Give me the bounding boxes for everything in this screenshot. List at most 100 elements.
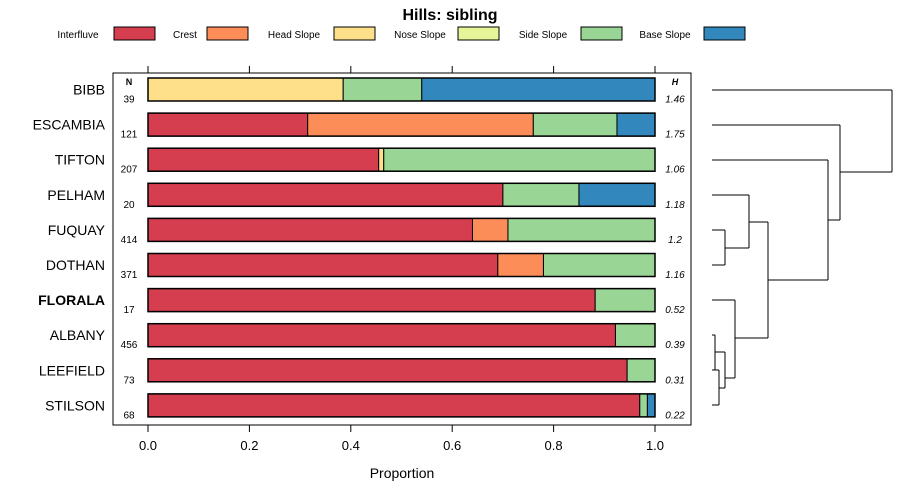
bar-outline bbox=[147, 322, 656, 348]
h-value: 1.06 bbox=[665, 165, 685, 176]
bar-segment bbox=[532, 112, 618, 137]
bar-row: FUQUAY 414 1.2 bbox=[48, 217, 682, 246]
chart-title: Hills: sibling bbox=[402, 7, 497, 24]
n-value: 207 bbox=[121, 165, 138, 176]
bar-segment bbox=[147, 217, 473, 242]
dendrogram-branch bbox=[712, 194, 750, 249]
bar-segment bbox=[147, 288, 596, 313]
plot-frame bbox=[112, 72, 692, 426]
x-axis-label: Proportion bbox=[370, 465, 435, 481]
category-label: DOTHAN bbox=[46, 257, 105, 273]
category-label: STILSON bbox=[45, 397, 105, 413]
h-column-header: H bbox=[672, 77, 679, 87]
h-value: 0.22 bbox=[665, 410, 685, 421]
x-tick-label: 0.4 bbox=[342, 438, 360, 453]
bar-segment bbox=[147, 147, 380, 172]
bar-segment bbox=[614, 323, 656, 348]
legend-swatch bbox=[206, 26, 249, 41]
bar-outline bbox=[147, 182, 656, 208]
h-value: 1.2 bbox=[668, 235, 682, 246]
bar-segment bbox=[497, 253, 544, 277]
dendrogram-branch bbox=[712, 124, 841, 221]
h-value: 0.39 bbox=[665, 340, 685, 351]
n-value: 39 bbox=[123, 95, 135, 106]
category-label: ALBANY bbox=[50, 327, 106, 343]
h-value: 0.52 bbox=[665, 305, 685, 316]
legend-label: Crest bbox=[173, 30, 197, 41]
dendrogram-branch bbox=[712, 334, 719, 371]
bar-row: PELHAM 20 1.18 bbox=[47, 182, 685, 211]
n-column-header: N bbox=[126, 77, 133, 87]
bar-segment bbox=[646, 393, 656, 418]
bar-outline bbox=[147, 77, 656, 102]
legend-label: Nose Slope bbox=[394, 30, 446, 41]
bar-row: BIBB 39 1.46 bbox=[73, 77, 685, 106]
bar-row: LEEFIELD 73 0.31 bbox=[39, 358, 685, 386]
bar-segment bbox=[147, 253, 499, 277]
x-tick-label: 0.0 bbox=[139, 438, 157, 453]
bar-outline bbox=[147, 112, 656, 137]
bar-outline bbox=[147, 217, 656, 243]
bar-outline bbox=[147, 287, 656, 313]
bar-segment bbox=[147, 323, 616, 348]
bar-row: DOTHAN 371 1.16 bbox=[46, 252, 685, 281]
dendrogram-branch bbox=[712, 159, 829, 281]
legend-swatch bbox=[333, 26, 376, 41]
bar-outline bbox=[147, 393, 656, 418]
bar-row: STILSON 68 0.22 bbox=[45, 393, 685, 421]
bar-segment bbox=[594, 288, 656, 313]
n-value: 371 bbox=[121, 270, 138, 281]
top-axis-ticks bbox=[147, 66, 656, 73]
legend-label: Base Slope bbox=[639, 30, 691, 41]
h-value: 1.75 bbox=[665, 130, 685, 141]
category-label: LEEFIELD bbox=[39, 362, 105, 378]
bar-segment bbox=[307, 112, 534, 137]
n-value: 121 bbox=[121, 130, 138, 141]
n-value: 414 bbox=[121, 235, 138, 246]
bar-segment bbox=[147, 182, 504, 207]
dendrogram-branch bbox=[715, 351, 726, 389]
bar-row: ESCAMBIA 121 1.75 bbox=[33, 112, 685, 141]
x-tick-label: 0.6 bbox=[443, 438, 461, 453]
bar-outline bbox=[147, 147, 656, 172]
x-tick-label: 0.2 bbox=[240, 438, 258, 453]
bar-row: TIFTON 207 1.06 bbox=[55, 147, 685, 176]
bar-segment bbox=[639, 393, 648, 418]
bar-segment bbox=[421, 77, 656, 102]
category-label: PELHAM bbox=[47, 187, 105, 203]
dendrogram-branch bbox=[712, 369, 720, 406]
bar-segment bbox=[147, 393, 641, 418]
legend-swatch bbox=[580, 26, 623, 41]
bar-segment bbox=[507, 217, 656, 242]
h-value: 1.46 bbox=[665, 95, 685, 106]
x-axis: 0.0 0.2 0.4 0.6 0.8 1.0 bbox=[139, 425, 664, 453]
dendrogram-branch bbox=[712, 229, 726, 266]
x-tick-label: 0.8 bbox=[545, 438, 563, 453]
n-value: 20 bbox=[123, 200, 135, 211]
dendrogram-branch bbox=[712, 89, 893, 173]
bar-rows: BIBB 39 1.46 ESCAMBIA 121 1.75 TIFTON 207 1.06 PE… bbox=[33, 77, 685, 421]
n-value: 73 bbox=[123, 375, 135, 386]
bar-segment bbox=[342, 77, 423, 102]
bar-outline bbox=[147, 252, 656, 278]
bar-segment bbox=[626, 358, 656, 383]
bar-segment bbox=[542, 253, 656, 277]
category-label: BIBB bbox=[73, 82, 105, 98]
category-label: TIFTON bbox=[55, 152, 105, 168]
dendrogram bbox=[712, 89, 893, 406]
bar-row: FLORALA 17 0.52 bbox=[38, 287, 685, 316]
legend-label: Head Slope bbox=[268, 30, 321, 41]
category-label: FUQUAY bbox=[48, 222, 106, 238]
bar-segment bbox=[147, 77, 344, 102]
h-value: 1.18 bbox=[665, 200, 685, 211]
bar-outline bbox=[147, 358, 656, 383]
bar-segment bbox=[471, 217, 509, 242]
bar-segment bbox=[383, 147, 656, 172]
legend-swatch bbox=[457, 26, 500, 41]
dendrogram-branch bbox=[712, 299, 736, 379]
bar-segment bbox=[616, 112, 656, 137]
legend-label: Interfluve bbox=[57, 30, 99, 41]
bar-segment bbox=[502, 182, 580, 207]
h-value: 1.16 bbox=[665, 270, 685, 281]
